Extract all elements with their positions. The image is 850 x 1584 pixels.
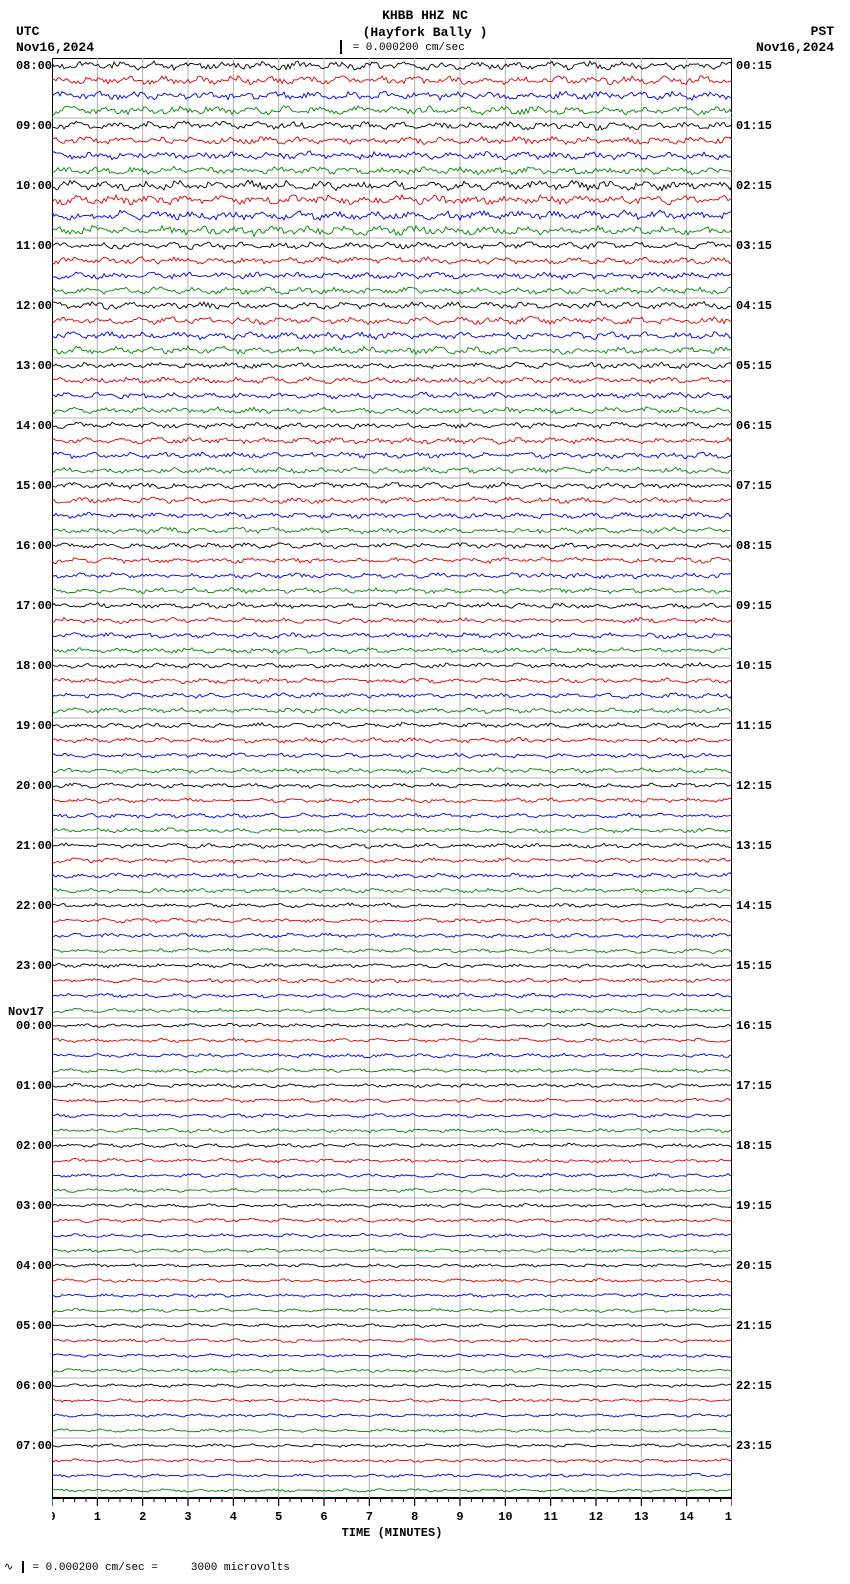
seismogram-container: UTC Nov16,2024 KHBB HHZ NC (Hayfork Ball… bbox=[0, 0, 850, 1584]
svg-text:4: 4 bbox=[230, 1510, 237, 1524]
right-time-axis: 00:15 01:15 02:15 03:15 04:15 05:15 06:15 07:15… bbox=[736, 58, 796, 1498]
svg-text:9: 9 bbox=[456, 1510, 463, 1524]
utc-hour-label: 22:00 bbox=[8, 899, 52, 913]
svg-text:13: 13 bbox=[634, 1510, 648, 1524]
scale-text: = 0.000200 cm/sec bbox=[353, 42, 465, 54]
pst-hour-label: 12:15 bbox=[736, 779, 772, 793]
utc-hour-label: 08:00 bbox=[8, 59, 52, 73]
svg-text:8: 8 bbox=[411, 1510, 418, 1524]
footer-wave-icon: ∿ bbox=[4, 1562, 13, 1574]
station-code: KHBB HHZ NC bbox=[0, 8, 850, 25]
pst-hour-label: 13:15 bbox=[736, 839, 772, 853]
plot-area bbox=[52, 58, 732, 1498]
utc-hour-label: 00:00 bbox=[8, 1019, 52, 1033]
utc-hour-label: 23:00 bbox=[8, 959, 52, 973]
svg-text:14: 14 bbox=[679, 1510, 693, 1524]
utc-date: Nov16,2024 bbox=[16, 40, 94, 56]
pst-hour-label: 23:15 bbox=[736, 1439, 772, 1453]
footer-text-left: = 0.000200 cm/sec = bbox=[32, 1562, 157, 1574]
utc-hour-label: 18:00 bbox=[8, 659, 52, 673]
utc-hour-label: 17:00 bbox=[8, 599, 52, 613]
pst-hour-label: 21:15 bbox=[736, 1319, 772, 1333]
footer-scale: ∿ = 0.000200 cm/sec = 3000 microvolts bbox=[4, 1560, 290, 1574]
pst-hour-label: 09:15 bbox=[736, 599, 772, 613]
utc-hour-label: 03:00 bbox=[8, 1199, 52, 1213]
pst-hour-label: 01:15 bbox=[736, 119, 772, 133]
footer-text-right: 3000 microvolts bbox=[191, 1562, 290, 1574]
utc-hour-label: 15:00 bbox=[8, 479, 52, 493]
svg-text:5: 5 bbox=[275, 1510, 282, 1524]
utc-hour-label: 10:00 bbox=[8, 179, 52, 193]
pst-hour-label: 03:15 bbox=[736, 239, 772, 253]
pst-hour-label: 16:15 bbox=[736, 1019, 772, 1033]
utc-hour-label: 16:00 bbox=[8, 539, 52, 553]
utc-hour-label: 11:00 bbox=[8, 239, 52, 253]
left-time-axis: 08:00 09:00 10:00 11:00 12:00 13:00 14:00 15:00… bbox=[8, 58, 52, 1498]
utc-hour-label: 04:00 bbox=[8, 1259, 52, 1273]
svg-text:2: 2 bbox=[139, 1510, 146, 1524]
utc-hour-label: 01:00 bbox=[8, 1079, 52, 1093]
header-center: KHBB HHZ NC (Hayfork Bally ) bbox=[0, 8, 850, 42]
pst-hour-label: 14:15 bbox=[736, 899, 772, 913]
pst-hour-label: 19:15 bbox=[736, 1199, 772, 1213]
pst-hour-label: 08:15 bbox=[736, 539, 772, 553]
footer-bar-icon bbox=[22, 1561, 24, 1573]
utc-hour-label: 05:00 bbox=[8, 1319, 52, 1333]
seismogram-svg bbox=[52, 58, 732, 1498]
utc-hour-label: 07:00 bbox=[8, 1439, 52, 1453]
pst-hour-label: 11:15 bbox=[736, 719, 772, 733]
utc-date-marker: Nov17 bbox=[8, 1005, 44, 1019]
pst-hour-label: 20:15 bbox=[736, 1259, 772, 1273]
utc-hour-label: 19:00 bbox=[8, 719, 52, 733]
pst-label: PST bbox=[756, 24, 834, 40]
svg-text:0: 0 bbox=[52, 1510, 56, 1524]
utc-hour-label: 09:00 bbox=[8, 119, 52, 133]
svg-text:10: 10 bbox=[498, 1510, 512, 1524]
svg-text:15: 15 bbox=[725, 1510, 732, 1524]
pst-date: Nov16,2024 bbox=[756, 40, 834, 56]
utc-hour-label: 20:00 bbox=[8, 779, 52, 793]
utc-hour-label: 13:00 bbox=[8, 359, 52, 373]
pst-hour-label: 02:15 bbox=[736, 179, 772, 193]
utc-hour-label: 21:00 bbox=[8, 839, 52, 853]
x-axis-svg: 0123456789101112131415 bbox=[52, 1498, 732, 1528]
svg-text:1: 1 bbox=[94, 1510, 101, 1524]
pst-hour-label: 10:15 bbox=[736, 659, 772, 673]
x-axis-label: TIME (MINUTES) bbox=[52, 1526, 732, 1540]
svg-text:7: 7 bbox=[366, 1510, 373, 1524]
svg-text:3: 3 bbox=[184, 1510, 191, 1524]
pst-hour-label: 18:15 bbox=[736, 1139, 772, 1153]
svg-text:11: 11 bbox=[543, 1510, 557, 1524]
scale-bar-icon bbox=[340, 40, 342, 54]
x-axis: 0123456789101112131415 TIME (MINUTES) bbox=[52, 1498, 732, 1548]
svg-text:12: 12 bbox=[589, 1510, 603, 1524]
pst-hour-label: 17:15 bbox=[736, 1079, 772, 1093]
pst-hour-label: 05:15 bbox=[736, 359, 772, 373]
pst-hour-label: 22:15 bbox=[736, 1379, 772, 1393]
utc-hour-label: 14:00 bbox=[8, 419, 52, 433]
pst-hour-label: 15:15 bbox=[736, 959, 772, 973]
pst-hour-label: 04:15 bbox=[736, 299, 772, 313]
utc-hour-label: 02:00 bbox=[8, 1139, 52, 1153]
utc-hour-label: 12:00 bbox=[8, 299, 52, 313]
scale-indicator: = 0.000200 cm/sec bbox=[340, 40, 465, 54]
utc-hour-label: 06:00 bbox=[8, 1379, 52, 1393]
svg-text:6: 6 bbox=[320, 1510, 327, 1524]
pst-hour-label: 07:15 bbox=[736, 479, 772, 493]
pst-hour-label: 00:15 bbox=[736, 59, 772, 73]
pst-hour-label: 06:15 bbox=[736, 419, 772, 433]
header-right: PST Nov16,2024 bbox=[756, 24, 834, 55]
